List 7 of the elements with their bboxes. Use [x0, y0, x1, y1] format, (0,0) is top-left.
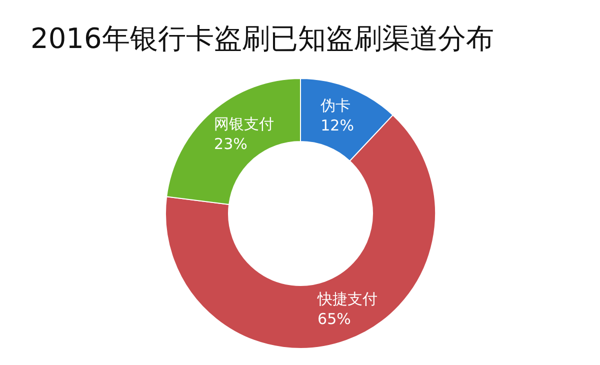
slice-label: 伪卡	[320, 96, 351, 114]
data-label: 23%	[214, 134, 248, 153]
data-label: 12%	[320, 116, 354, 134]
data-label: 65%	[318, 310, 351, 328]
slice-label: 快捷支付	[316, 290, 378, 308]
slice-label: 网银支付	[214, 114, 274, 133]
chart-title: 2016年银行卡盗刷已知盗刷渠道分布	[30, 22, 494, 55]
